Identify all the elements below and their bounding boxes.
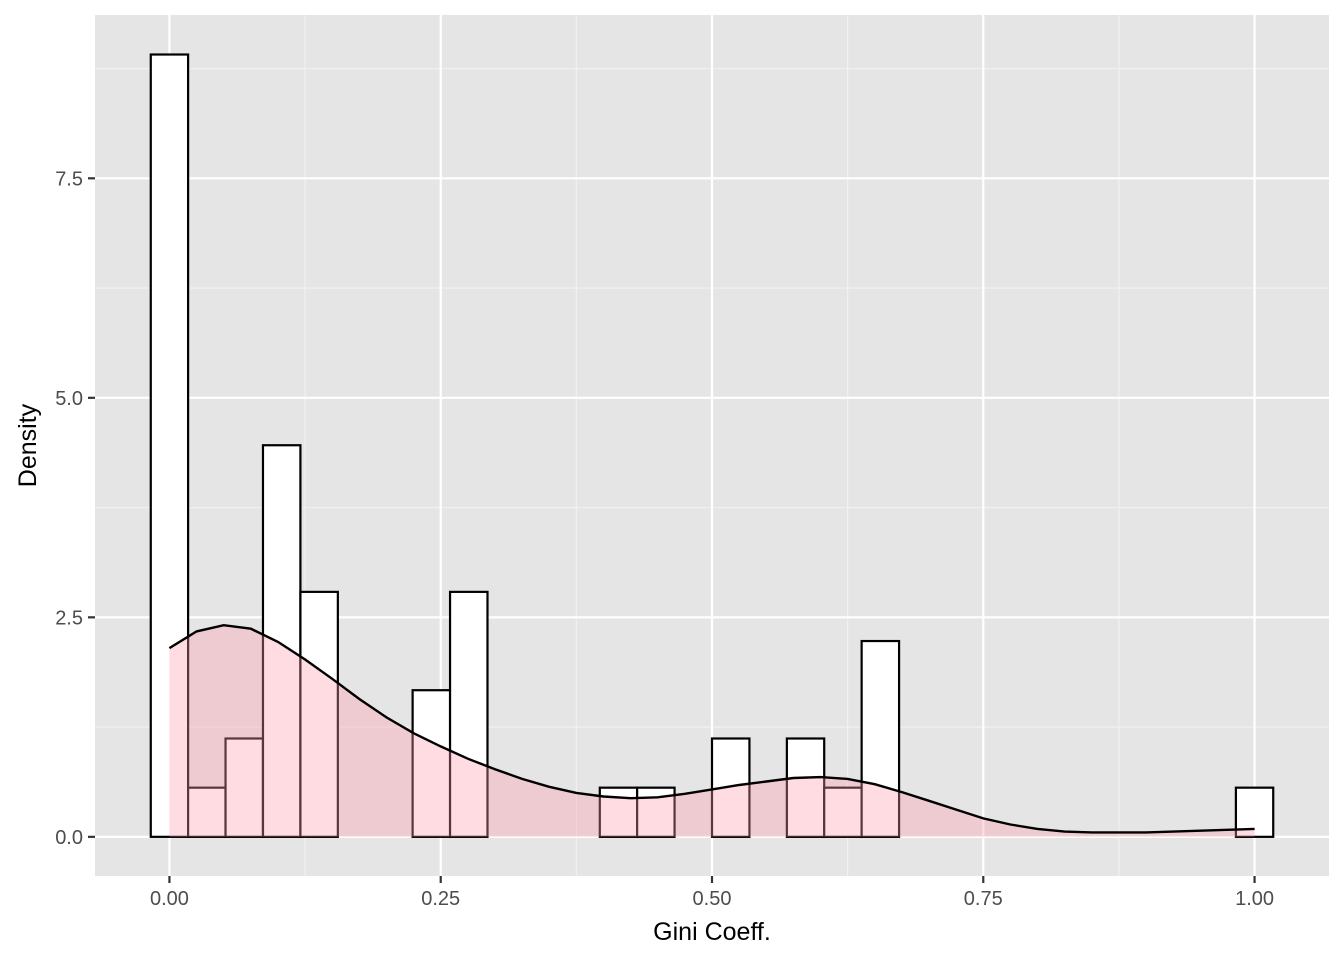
y-tick-label: 2.5 [55,607,83,629]
x-tick-label: 0.50 [693,888,732,910]
y-tick-label: 0.0 [55,827,83,849]
histogram-bar [187,786,227,838]
x-tick-label: 0.75 [964,888,1003,910]
y-axis-title: Density [14,403,42,487]
y-tick-label: 5.0 [55,388,83,410]
histogram-bar [860,639,901,838]
histogram-bar [448,590,489,838]
x-tick-label: 0.25 [421,888,460,910]
histogram-bars [149,53,1275,838]
density-area [169,625,1255,837]
histogram-bar [224,737,265,838]
histogram-bar [411,689,452,838]
histogram-bar [785,737,826,838]
y-tick-label: 7.5 [55,168,83,190]
x-axis-title: Gini Coeff. [653,918,771,946]
axes: 0.00 0.25 0.50 0.75 1.00 0.0 2.5 5.0 7.5 [55,168,1274,910]
x-tick-label: 1.00 [1235,888,1274,910]
x-tick-label: 0.00 [150,888,189,910]
density-curve-group [168,623,1255,837]
density-curve [168,623,1255,834]
histogram-bar [149,53,190,838]
histogram-bar [299,590,339,838]
